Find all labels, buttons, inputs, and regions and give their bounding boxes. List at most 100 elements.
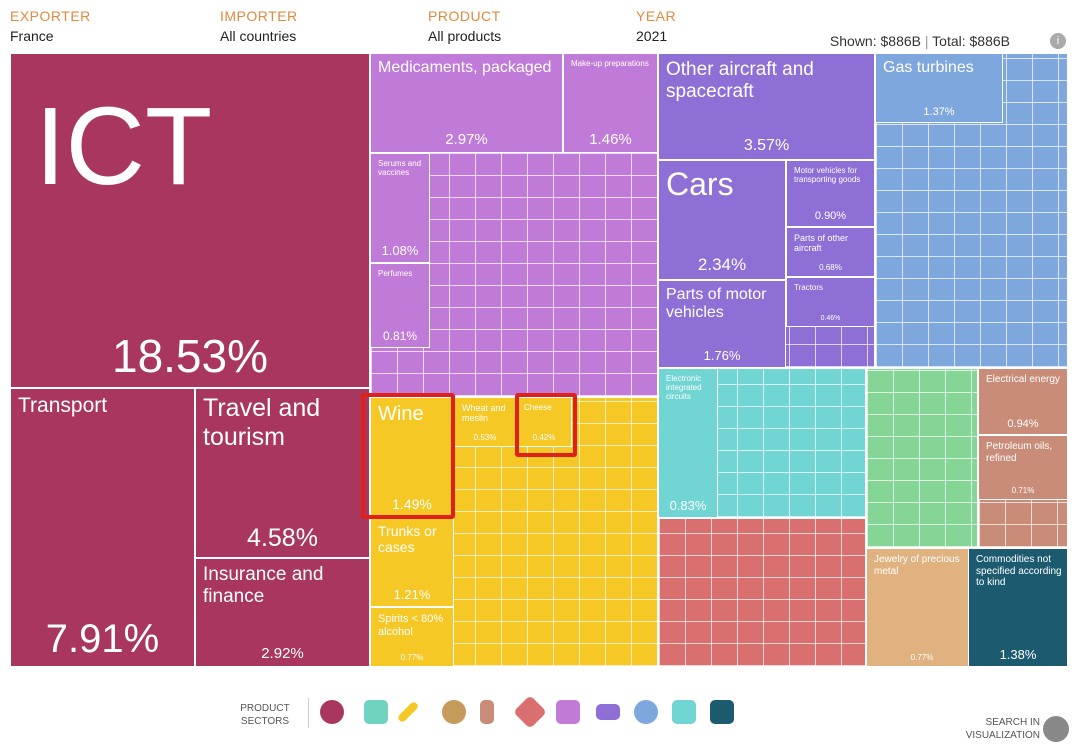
tile-label: Wheat and meslin	[462, 403, 506, 424]
treemap-tile: Jewelry of precious metal 0.77%	[866, 548, 978, 667]
treemap-tile: Medicaments, packaged 2.97%	[370, 53, 563, 153]
tile-label: Electronic integrated circuits	[666, 374, 702, 402]
tile-share: 0.46%	[820, 315, 841, 322]
tile-share: 7.91%	[45, 617, 160, 661]
tile-label: Insurance and finance	[203, 564, 324, 607]
tile-share: 2.97%	[445, 131, 488, 148]
treemap-tile: Gas turbines 1.37%	[875, 53, 1003, 123]
shown-value: $886B	[880, 33, 921, 49]
filter-value: 2021	[636, 28, 668, 44]
tile-label: Perfumes	[378, 269, 413, 278]
tile-label: Trunks or cases	[378, 523, 437, 556]
treemap-tile: Other aircraft and spacecraft 3.57%	[658, 53, 875, 160]
tile-label: Make-up preparations	[571, 59, 649, 68]
treemap-tile: Motor vehicles for transporting goods 0.9…	[786, 160, 875, 227]
filter-value: France	[10, 28, 54, 44]
tile-share: 1.21%	[393, 587, 431, 602]
tile-share: 0.90%	[814, 210, 847, 222]
tile-label: Tractors	[794, 283, 824, 292]
tile-share: 0.94%	[1007, 418, 1039, 430]
tile-share: 1.76%	[703, 348, 741, 363]
highlight-cheese	[515, 393, 577, 457]
sector-icon[interactable]	[596, 704, 620, 720]
tile-share: 0.53%	[473, 433, 497, 442]
tile-label: Commodities not specified according to k…	[976, 554, 1062, 588]
tile-label: Petroleum oils, refined	[986, 441, 1053, 464]
treemap-tile: Spirits < 80% alcohol 0.77%	[370, 607, 454, 667]
tile-label: Transport	[18, 394, 108, 417]
filter-value: All products	[428, 28, 502, 44]
sector-icon[interactable]	[320, 700, 344, 724]
tile-label: Serums and vaccines	[378, 159, 422, 178]
tile-share: 2.34%	[697, 255, 747, 274]
sector-icon[interactable]	[396, 700, 420, 724]
divider	[308, 698, 309, 728]
sector-icon[interactable]	[442, 700, 466, 724]
tile-share: 3.57%	[743, 137, 790, 154]
filter-label: EXPORTER	[10, 8, 91, 24]
treemap-tile: Trunks or cases 1.21%	[370, 517, 454, 607]
treemap-tile: Electrical energy 0.94%	[978, 368, 1068, 435]
tile-label: Spirits < 80% alcohol	[378, 613, 444, 638]
sector-icon[interactable]	[672, 700, 696, 724]
tile-share: 1.49%	[392, 496, 432, 512]
highlight-wine	[361, 393, 455, 519]
treemap-tile: Cars 2.34%	[658, 160, 786, 280]
tile-share: 0.42%	[532, 433, 556, 442]
treemap-tile: Commodities not specified according to k…	[968, 548, 1068, 667]
tile-label: Wine	[378, 403, 424, 425]
search-label: SEARCH IN VISUALIZATION	[965, 717, 1040, 741]
tile-label: Cheese	[524, 403, 552, 412]
tile-share: 0.81%	[382, 329, 418, 343]
filter-label: YEAR	[636, 8, 677, 24]
sector-icon[interactable]	[556, 700, 580, 724]
sector-icon[interactable]	[710, 700, 734, 724]
total-label: Total:	[932, 33, 966, 49]
sectors-label: PRODUCT SECTORS	[240, 703, 290, 727]
filter-label: PRODUCT	[428, 8, 501, 24]
sector-icon[interactable]	[513, 695, 547, 729]
tile-share: 0.68%	[819, 263, 842, 272]
tile-share: 1.37%	[923, 106, 955, 118]
tile-label: ICT	[35, 85, 213, 208]
treemap-tile: Tractors 0.46%	[786, 277, 875, 327]
tile-share: 1.38%	[999, 647, 1037, 662]
treemap-tile: Travel and tourism 4.58%	[195, 388, 370, 558]
total-value: $886B	[969, 33, 1010, 49]
tile-label: Electrical energy	[986, 374, 1060, 385]
tile-share: 0.83%	[669, 498, 707, 513]
treemap-tile: Parts of motor vehicles 1.76%	[658, 280, 786, 368]
tile-share: 1.08%	[381, 243, 419, 258]
tile-label: Parts of motor vehicles	[666, 286, 767, 322]
sector-minerals	[866, 368, 978, 548]
tile-share: 0.77%	[400, 653, 424, 662]
totals: Shown: $886B | Total: $886B	[829, 33, 1010, 49]
tile-share: 2.92%	[261, 645, 304, 662]
search-button[interactable]	[1043, 716, 1069, 742]
info-icon[interactable]: i	[1050, 33, 1066, 49]
tile-share: 0.77%	[910, 653, 934, 662]
treemap-tile: Insurance and finance 2.92%	[195, 558, 370, 667]
sector-icon[interactable]	[480, 700, 494, 724]
tile-label: Other aircraft and spacecraft	[666, 59, 814, 102]
tile-label: Parts of other aircraft	[794, 233, 849, 254]
sector-icon[interactable]	[634, 700, 658, 724]
treemap-tile: ICT 18.53%	[10, 53, 370, 388]
tile-share: 18.53%	[111, 330, 268, 382]
treemap-tile: Electronic integrated circuits 0.83%	[658, 368, 718, 518]
tile-label: Cars	[666, 166, 734, 202]
sector-metals	[658, 518, 866, 667]
treemap-tile: Serums and vaccines 1.08%	[370, 153, 430, 263]
treemap-tile: Wheat and meslin 0.53%	[454, 397, 516, 447]
sector-icon[interactable]	[364, 700, 388, 724]
shown-label: Shown:	[829, 33, 877, 49]
treemap-tile: Parts of other aircraft 0.68%	[786, 227, 875, 277]
treemap-tile: Petroleum oils, refined 0.71%	[978, 435, 1068, 500]
tile-share: 0.71%	[1011, 486, 1035, 495]
treemap-tile: Make-up preparations 1.46%	[563, 53, 658, 153]
tile-label: Gas turbines	[883, 59, 974, 76]
tile-share: 1.46%	[589, 131, 632, 148]
filter-value: All countries	[220, 28, 297, 44]
treemap-tile: Transport 7.91%	[10, 388, 195, 667]
